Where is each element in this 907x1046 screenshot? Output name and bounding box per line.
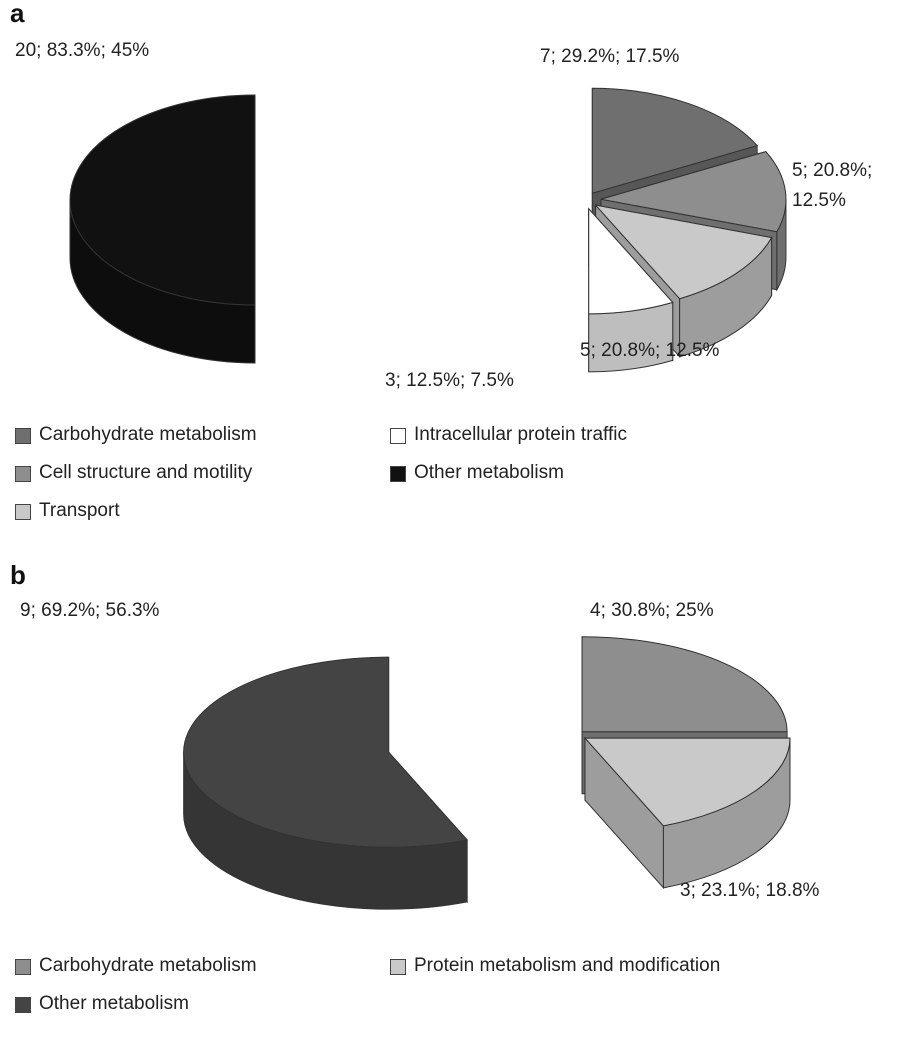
slice-top — [600, 151, 787, 233]
slice-top — [69, 94, 256, 306]
legend-swatch — [390, 428, 406, 444]
data-label: 4; 30.8%; 25% — [590, 600, 714, 621]
data-label: 3; 12.5%; 7.5% — [385, 370, 514, 391]
legend-label: Other metabolism — [414, 462, 564, 483]
legend-swatch — [15, 997, 31, 1013]
legend-label: Other metabolism — [39, 993, 189, 1014]
data-label: 9; 69.2%; 56.3% — [20, 600, 160, 621]
legend-label: Carbohydrate metabolism — [39, 424, 257, 445]
slice-top — [183, 656, 469, 848]
data-label: 5; 20.8%; 12.5% — [792, 160, 873, 211]
data-label: 3; 23.1%; 18.8% — [680, 880, 820, 901]
slice-top — [581, 636, 788, 733]
panel-label: b — [10, 560, 26, 590]
panel-label: a — [10, 0, 25, 28]
data-label: 20; 83.3%; 45% — [15, 40, 150, 61]
legend-swatch — [15, 959, 31, 975]
legend-label: Protein metabolism and modification — [414, 955, 721, 976]
legend-label: Transport — [39, 500, 120, 521]
legend-label: Carbohydrate metabolism — [39, 955, 257, 976]
slice-top — [583, 737, 791, 827]
legend-swatch — [390, 959, 406, 975]
slice-top — [594, 204, 773, 300]
legend-swatch — [15, 504, 31, 520]
legend-label: Intracellular protein traffic — [414, 424, 627, 445]
legend-swatch — [15, 466, 31, 482]
legend-label: Cell structure and motility — [39, 462, 253, 483]
legend-swatch — [390, 466, 406, 482]
data-label: 5; 20.8%; 12.5% — [580, 340, 720, 361]
slice-top — [588, 207, 674, 315]
slice-top — [591, 87, 759, 194]
legend-swatch — [15, 428, 31, 444]
data-label: 7; 29.2%; 17.5% — [540, 46, 680, 67]
